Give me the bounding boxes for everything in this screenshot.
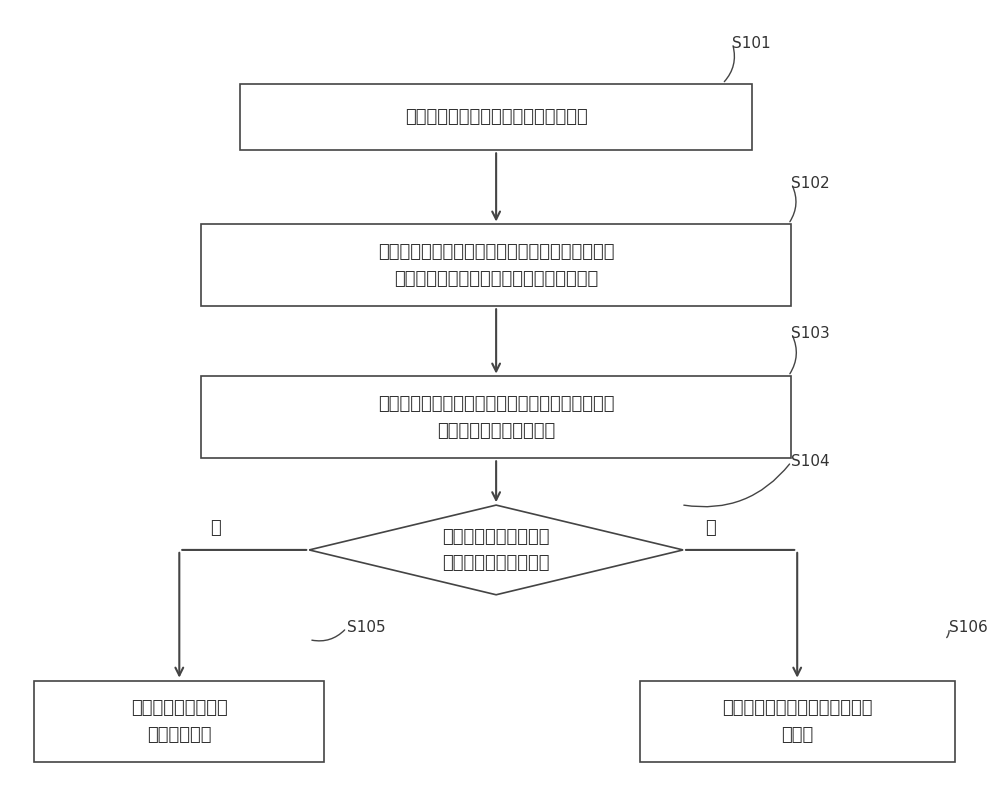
Text: S105: S105 bbox=[347, 620, 385, 635]
Text: S103: S103 bbox=[791, 325, 830, 340]
Text: 判断所述射频信号强度
是否小于信号强度阈值: 判断所述射频信号强度 是否小于信号强度阈值 bbox=[442, 528, 550, 572]
Text: S104: S104 bbox=[791, 455, 830, 470]
FancyBboxPatch shape bbox=[201, 377, 791, 459]
Text: 维持所述终端当前的射频信号发
射功率: 维持所述终端当前的射频信号发 射功率 bbox=[722, 699, 872, 744]
Text: 在所述目标历史通信时段对应的当前时段内，检测
所述终端的射频信号强度: 在所述目标历史通信时段对应的当前时段内，检测 所述终端的射频信号强度 bbox=[378, 396, 614, 440]
Text: 根据所述通信频繁程度，确定所述历史时段内通信
频繁程度达到预设条件的目标历史通信时段: 根据所述通信频繁程度，确定所述历史时段内通信 频繁程度达到预设条件的目标历史通信… bbox=[378, 243, 614, 288]
Text: 获取终端在历史时段内的通信频繁程度: 获取终端在历史时段内的通信频繁程度 bbox=[405, 108, 588, 126]
FancyBboxPatch shape bbox=[201, 225, 791, 307]
Polygon shape bbox=[309, 505, 683, 595]
Text: 否: 否 bbox=[705, 519, 716, 537]
Text: S102: S102 bbox=[791, 176, 830, 191]
Text: 是: 是 bbox=[210, 519, 221, 537]
Text: S101: S101 bbox=[732, 35, 771, 50]
FancyBboxPatch shape bbox=[640, 681, 955, 763]
FancyBboxPatch shape bbox=[34, 681, 324, 763]
Text: 增大所述终端的射频
信号发射功率: 增大所述终端的射频 信号发射功率 bbox=[131, 699, 228, 744]
FancyBboxPatch shape bbox=[240, 84, 752, 151]
Text: S106: S106 bbox=[949, 620, 987, 635]
